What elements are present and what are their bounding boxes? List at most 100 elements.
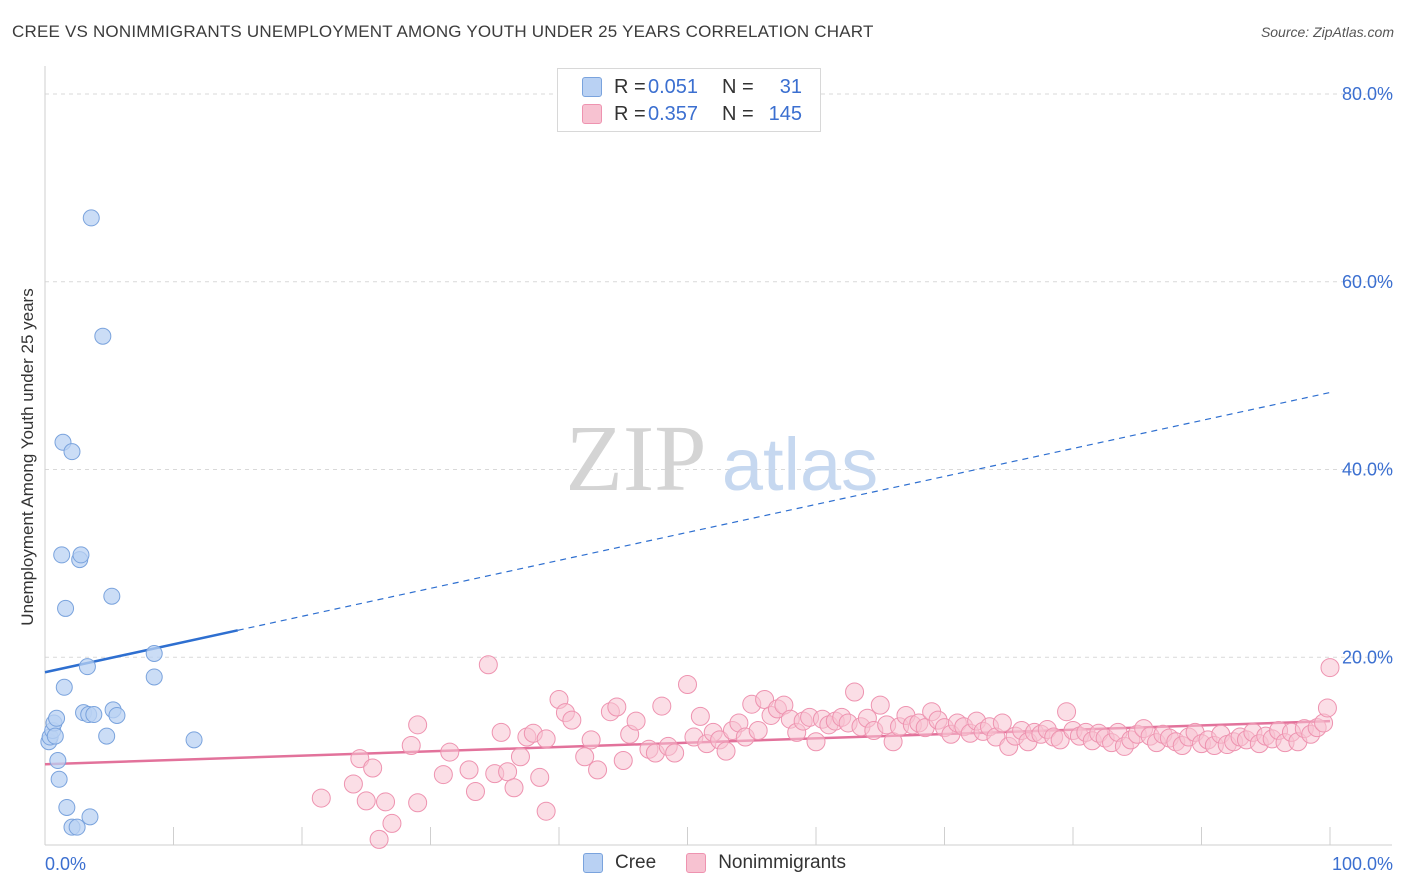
y-tick-label: 20.0% [1342,647,1393,667]
nonimmigrants-point [1320,658,1340,678]
nonimmigrants-point [401,735,421,755]
nonimmigrants-point [408,793,428,813]
cree-trend-solid [44,629,239,674]
legend-swatch-nonimmigrants [582,104,602,124]
nonimmigrants-point [806,732,826,752]
nonimmigrants-point [343,774,363,794]
cree-point [46,727,64,745]
grid-layer [45,93,1392,658]
x-tick-label-max: 100.0% [1332,854,1393,874]
cree-point [81,808,99,826]
nonimmigrants-point [678,674,697,694]
legend-r-value: 0.357 [648,102,699,125]
nonimmigrants-point [748,720,768,740]
nonimmigrants-point [478,655,498,675]
cree-point [57,599,75,617]
nonimmigrants-point [311,788,331,808]
y-axis-title: Unemployment Among Youth under 25 years [18,288,37,626]
watermark: ZIP atlas [566,407,879,511]
legend-swatch-cree [582,77,602,97]
watermark-zip: ZIP [566,407,707,511]
nonimmigrants-point [613,751,633,771]
nonimmigrants-point [690,706,710,726]
cree-point [53,546,71,564]
nonimmigrants-point [408,715,428,735]
nonimmigrants-point [1317,698,1337,718]
nonimmigrants-point [870,695,890,715]
nonimmigrants-point [433,765,453,785]
cree-point [98,727,116,745]
nonimmigrants-point [652,696,672,716]
points-layer [40,209,1340,849]
nonimmigrants-point [626,711,646,731]
nonimmigrants-point [356,791,376,811]
nonimmigrants-point [491,722,511,742]
nonimmigrants-point [845,682,865,702]
nonimmigrants-point [581,730,601,750]
legend-n-label: N = [722,102,754,125]
cree-point [82,209,100,227]
nonimmigrants-point [376,792,396,812]
nonimmigrants-swatch [686,853,707,873]
watermark-atlas: atlas [722,423,878,506]
legend-r-value: 0.051 [648,75,699,98]
cree-point [48,709,66,727]
nonimmigrants-point [510,747,530,767]
cree-point [185,731,203,749]
labels-layer: 20.0% 40.0% 60.0% 80.0% 0.0% 100.0% [45,84,1393,874]
cree-point [55,678,73,696]
nonimmigrants-point [363,758,383,778]
legend-r-label: R = [614,102,646,125]
legend-row-nonimmigrants: R = 0.357 N = 145 [582,101,802,127]
cree-point [72,546,90,564]
legend-n-value: 145 [768,102,802,125]
nonimmigrants-point [607,697,627,717]
cree-point [49,752,67,770]
nonimmigrants-point [350,749,370,769]
x-tick-label-min: 0.0% [45,854,86,874]
chart-title: CREE VS NONIMMIGRANTS UNEMPLOYMENT AMONG… [12,22,874,41]
legend-row-cree: R = 0.051 N = 31 [582,74,802,100]
nonimmigrants-point [498,762,518,782]
nonimmigrants-point [1057,702,1077,722]
legend-r-label: R = [614,75,646,98]
nonimmigrants-point [382,813,402,833]
legend-n-value: 31 [779,75,802,98]
stats-legend: R = 0.051 N = 31 R = 0.357 N = 145 [557,68,821,132]
cree-point [145,668,163,686]
nonimmigrants-label: Nonimmigrants [718,852,846,873]
cree-point [68,818,86,836]
nonimmigrants-point [504,778,524,798]
cree-point [58,798,76,816]
cree-point [103,587,121,605]
axis-layer [44,66,1392,846]
cree-point [94,327,112,345]
nonimmigrants-point [536,729,556,749]
y-tick-label: 40.0% [1342,460,1393,480]
series-legend: Cree Nonimmigrants [583,852,876,874]
nonimmigrants-point [369,829,389,849]
nonimmigrants-point [530,767,550,787]
series-legend-nonimmigrants[interactable]: Nonimmigrants [686,852,846,874]
nonimmigrants-point [440,742,460,762]
nonimmigrants-point [465,781,485,801]
nonimmigrants-point [459,760,479,780]
nonimmigrants-point [992,713,1012,733]
cree-point [85,706,103,724]
cree-point [108,706,126,724]
cree-point [63,443,81,461]
series-legend-cree[interactable]: Cree [583,852,656,874]
legend-n-label: N = [722,75,754,98]
y-tick-label: 80.0% [1342,84,1393,104]
nonimmigrants-point [665,743,685,763]
cree-point [78,658,96,676]
nonimmigrants-point [575,747,595,767]
source-label: Source: ZipAtlas.com [1260,24,1394,40]
nonimmigrants-point [716,741,736,761]
cree-label: Cree [615,852,657,873]
nonimmigrants-point [536,801,556,821]
cree-point [50,770,68,788]
cree-swatch [583,853,603,873]
nonimmigrants-point [588,760,608,780]
